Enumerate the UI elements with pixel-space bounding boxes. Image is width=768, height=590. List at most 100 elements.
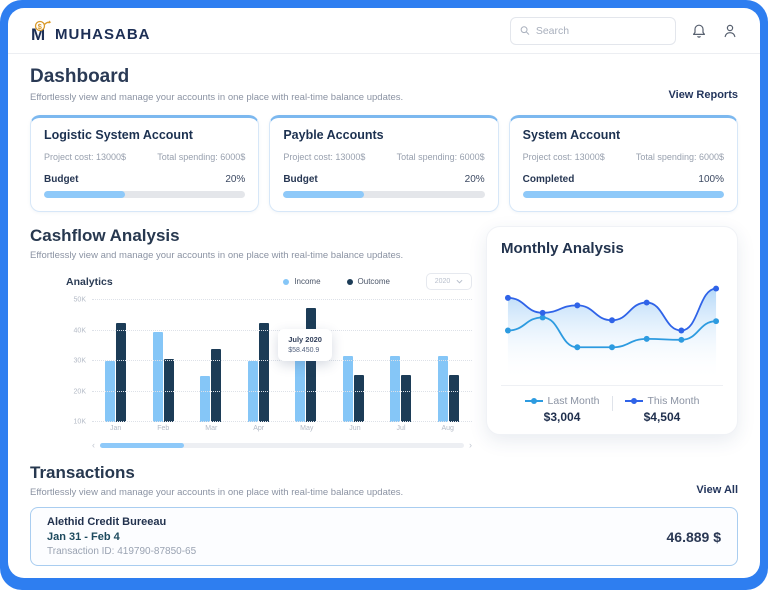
- app-window: M $ MUHASABA: [8, 8, 760, 578]
- page-subtitle: Effortlessly view and manage your accoun…: [30, 92, 404, 103]
- year-select-dropdown[interactable]: 2020: [426, 273, 472, 290]
- bar-outcome[interactable]: [401, 374, 412, 422]
- progress-label: Completed: [522, 174, 575, 185]
- x-tick-label: Mar: [205, 425, 218, 432]
- cashflow-subtitle: Effortlessly view and manage your accoun…: [30, 250, 404, 261]
- bar-group-jan[interactable]: [105, 300, 127, 422]
- scrollbar-thumb[interactable]: [100, 443, 184, 448]
- x-tick-label: Jun: [349, 425, 361, 432]
- y-tick-label: 40K: [73, 327, 86, 334]
- transaction-row[interactable]: Alethid Credit Bureeau Jan 31 - Feb 4 Tr…: [30, 507, 738, 566]
- year-selected-value: 2020: [434, 278, 451, 285]
- project-cost-label: Project cost: 13000$: [44, 152, 127, 162]
- search-icon: [520, 26, 530, 35]
- bar-outcome[interactable]: [211, 348, 222, 422]
- project-cost-label: Project cost: 13000$: [283, 152, 366, 162]
- bar-income[interactable]: [390, 356, 401, 422]
- bar-outcome[interactable]: [116, 322, 127, 422]
- transaction-amount: 46.889 $: [666, 528, 722, 545]
- this-month-line-icon: [624, 398, 643, 404]
- chart-scrollbar: ‹ ›: [92, 441, 472, 450]
- monthly-line-chart: [504, 285, 720, 381]
- legend-last-month: Last Month: [524, 395, 600, 407]
- notification-bell-icon[interactable]: [691, 23, 707, 39]
- legend-this-month: This Month: [624, 395, 699, 407]
- transaction-dates: Jan 31 - Feb 4: [47, 531, 120, 543]
- monthly-analysis-title: Monthly Analysis: [501, 240, 624, 257]
- transactions-subtitle: Effortlessly view and manage your accoun…: [30, 487, 404, 498]
- account-card-system: System Account Project cost: 13000$ Tota…: [508, 115, 738, 212]
- legend-income[interactable]: Income: [283, 277, 321, 286]
- page-title: Dashboard: [30, 66, 130, 87]
- gridline: [92, 390, 472, 392]
- x-tick-label: Apr: [253, 425, 265, 432]
- bar-chart-plot: July 2020 $58.450.9: [92, 299, 472, 422]
- account-card-title: Payble Accounts: [283, 128, 384, 142]
- bar-income[interactable]: [152, 332, 163, 422]
- monthly-divider: [501, 385, 723, 386]
- account-card-payble: Payble Accounts Project cost: 13000$ Tot…: [269, 115, 499, 212]
- bar-group-apr[interactable]: [247, 300, 269, 422]
- app-logo[interactable]: M $ MUHASABA: [30, 19, 151, 43]
- progress-bar: [283, 191, 485, 198]
- view-reports-link[interactable]: View Reports: [668, 89, 739, 101]
- bar-group-jul[interactable]: [390, 300, 412, 422]
- outcome-dot-icon: [346, 278, 353, 285]
- bar-group-feb[interactable]: [152, 300, 174, 422]
- income-dot-icon: [283, 278, 290, 285]
- progress-bar: [522, 191, 724, 198]
- gridline: [92, 299, 472, 300]
- bar-chart-x-labels: Jan Feb Mar Apr May Jun Jul Aug: [92, 425, 472, 432]
- x-tick-label: Aug: [441, 425, 454, 432]
- scrollbar-track[interactable]: [100, 443, 464, 448]
- monthly-legend: Last Month $3,004 This Month: [501, 395, 723, 424]
- bar-outcome[interactable]: [448, 374, 459, 422]
- bar-income[interactable]: [437, 356, 448, 422]
- scroll-left-arrow-icon[interactable]: ‹: [92, 440, 95, 450]
- svg-text:$: $: [38, 22, 43, 31]
- main-content: Dashboard Effortlessly view and manage y…: [8, 54, 760, 566]
- progress-value: 20%: [225, 174, 246, 185]
- x-tick-label: May: [300, 425, 314, 432]
- bar-group-mar[interactable]: [200, 300, 222, 422]
- cashflow-title: Cashflow Analysis: [30, 226, 180, 245]
- y-tick-label: 30K: [73, 357, 86, 365]
- user-profile-icon[interactable]: [722, 23, 738, 39]
- header-actions: [510, 16, 738, 45]
- gridline: [92, 421, 472, 422]
- project-cost-label: Project cost: 13000$: [522, 152, 605, 162]
- progress-bar: [44, 191, 246, 198]
- last-month-value: $3,004: [543, 410, 581, 424]
- progress-label: Budget: [283, 174, 318, 185]
- view-all-link[interactable]: View All: [696, 484, 738, 496]
- bar-income[interactable]: [200, 376, 211, 422]
- y-tick-label: 10K: [73, 418, 86, 426]
- bar-income[interactable]: [105, 361, 116, 422]
- bar-group-may[interactable]: [295, 300, 317, 422]
- analytics-label: Analytics: [66, 275, 113, 288]
- this-month-value: $4,504: [643, 410, 681, 424]
- top-header: M $ MUHASABA: [8, 8, 760, 54]
- scroll-right-arrow-icon[interactable]: ›: [469, 440, 472, 450]
- logo-wordmark: MUHASABA: [55, 25, 151, 43]
- bar-group-jun[interactable]: [342, 300, 364, 422]
- analytics-chart-card: Analytics Income Outcome: [30, 273, 472, 450]
- bar-group-aug[interactable]: [437, 300, 459, 422]
- total-spending-label: Total spending: 6000$: [396, 152, 485, 162]
- bar-income[interactable]: [247, 361, 258, 422]
- transactions-title: Transactions: [30, 463, 135, 482]
- legend-outcome[interactable]: Outcome: [346, 277, 390, 286]
- bar-income[interactable]: [295, 332, 306, 422]
- bar-chart-y-axis: 10K 20K 30K 40K 50K: [66, 297, 86, 426]
- bar-outcome[interactable]: [258, 322, 269, 422]
- total-spending-label: Total spending: 6000$: [635, 152, 724, 162]
- bar-income[interactable]: [342, 356, 353, 422]
- bar-outcome[interactable]: [306, 307, 317, 422]
- bar-chart-legend: Income Outcome: [283, 277, 390, 286]
- progress-value: 20%: [464, 174, 485, 185]
- progress-label: Budget: [44, 174, 79, 185]
- bar-outcome[interactable]: [353, 374, 364, 422]
- search-input[interactable]: [535, 24, 666, 37]
- search-box[interactable]: [510, 16, 676, 45]
